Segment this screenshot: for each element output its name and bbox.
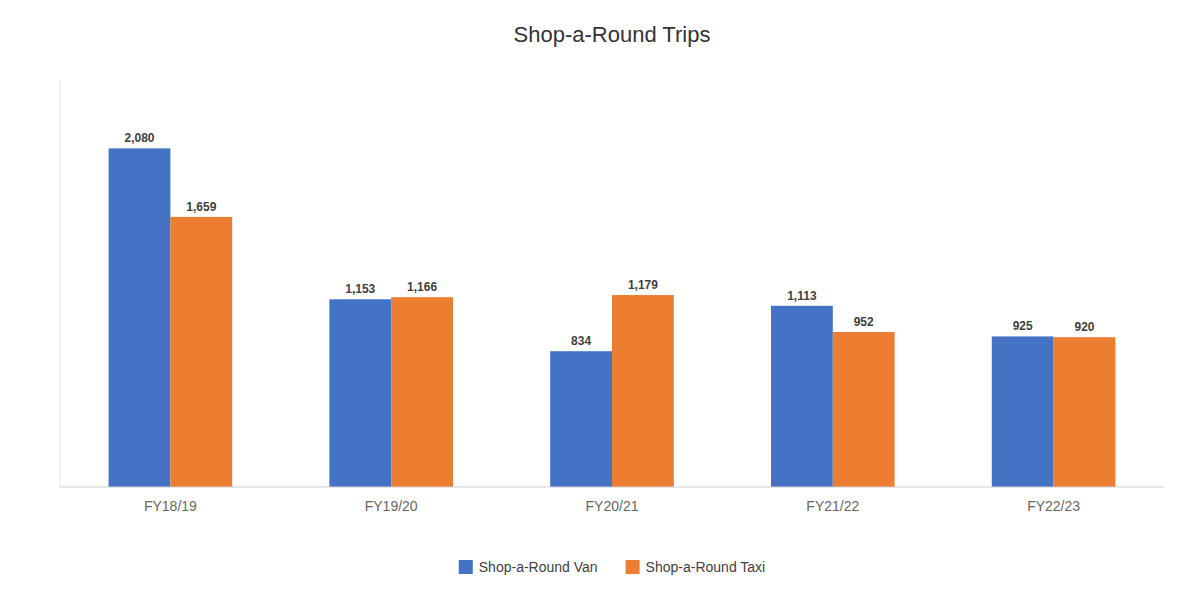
data-label: 1,179 [628,278,658,292]
bar [329,299,391,487]
x-tick-label: FY19/20 [365,498,418,514]
data-label: 952 [854,315,874,329]
x-tick-label: FY18/19 [144,498,197,514]
bar [612,295,674,487]
x-tick-label: FY21/22 [806,498,859,514]
bar [109,148,171,487]
legend: Shop-a-Round Van Shop-a-Round Taxi [459,559,765,575]
legend-label: Shop-a-Round Van [479,559,598,575]
data-label: 1,113 [787,289,817,303]
data-label: 1,153 [345,282,375,296]
data-label: 1,659 [186,200,216,214]
data-label: 2,080 [124,131,154,145]
data-label: 920 [1074,320,1094,334]
bar [833,332,895,487]
bar [992,336,1054,487]
legend-swatch [626,560,640,574]
legend-swatch [459,560,473,574]
y-axis-line [60,80,61,487]
data-label: 925 [1013,319,1033,333]
title: Shop-a-Round Trips [514,22,711,47]
bar [1054,337,1116,487]
bars [109,148,1116,487]
x-tick-label: FY20/21 [586,498,639,514]
data-label: 834 [571,334,591,348]
x-tick-label: FY22/23 [1027,498,1080,514]
bar [170,217,232,487]
legend-label: Shop-a-Round Taxi [646,559,766,575]
data-labels: 2,080 1,153 834 1,113 925 1,659 1,166 1,179 952 9… [124,131,1094,348]
bar [391,297,453,487]
x-axis-line [60,487,1164,488]
chart: Shop-a-Round Trips 2,080 1,153 834 1,113 925 1… [0,0,1200,607]
data-label: 1,166 [407,280,437,294]
bar [550,351,612,487]
bar [771,306,833,487]
